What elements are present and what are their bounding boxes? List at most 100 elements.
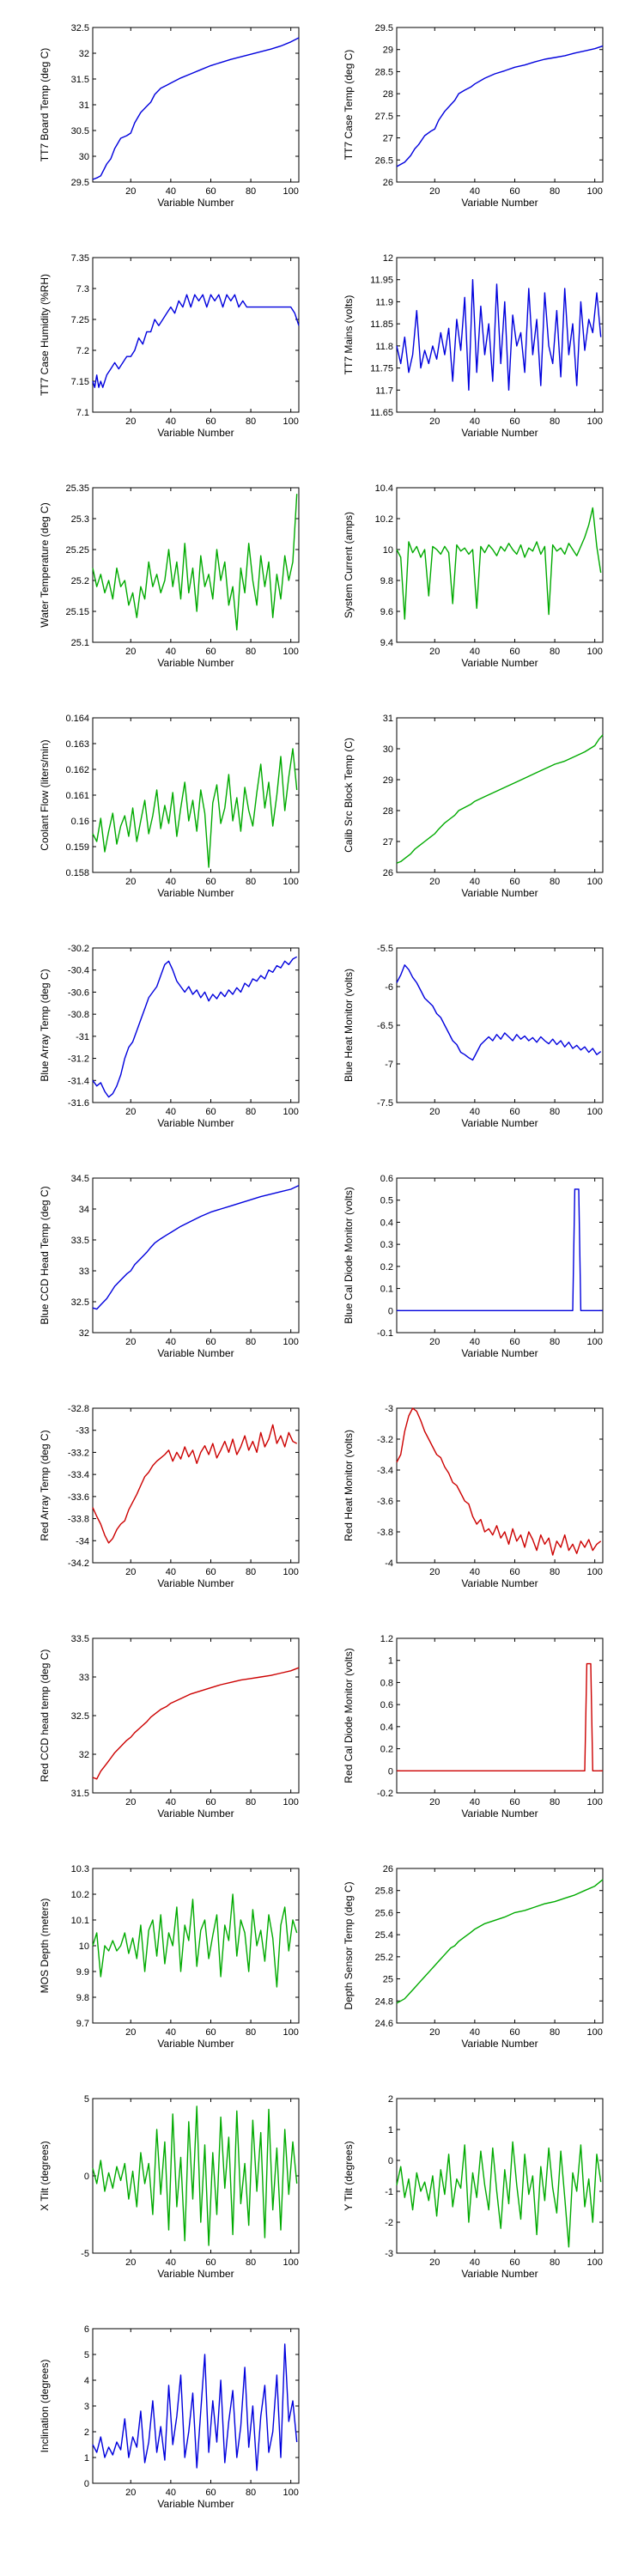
x-tick-label: 40: [166, 1337, 176, 1347]
y-tick-label: 25.8: [375, 1886, 393, 1897]
chart-panel: 20 40 60 80 100 0.158 0.159 0.16 0.161 0.162 0.163…: [39, 714, 300, 899]
y-tick-label: -2: [385, 2218, 393, 2228]
y-tick-label: 25.2: [375, 1953, 393, 1963]
plot-frame: [92, 257, 300, 413]
x-tick-label: 80: [246, 877, 256, 887]
y-tick-label: 29.5: [71, 178, 89, 188]
y-axis-label: Inclination (degrees): [39, 2360, 51, 2453]
y-tick-label: 11.85: [370, 319, 393, 330]
y-tick-label: 9.7: [76, 2019, 89, 2029]
x-tick-label: 40: [166, 2027, 176, 2038]
y-tick-label: 25.2: [71, 576, 89, 586]
x-tick-label: 40: [166, 1107, 176, 1117]
x-tick-label: 80: [246, 647, 256, 657]
x-tick-label: 100: [586, 647, 602, 657]
y-tick-label: -6: [385, 982, 393, 993]
x-tick-label: 40: [166, 416, 176, 427]
series-line: [92, 1667, 300, 1780]
x-tick-label: 20: [125, 2027, 136, 2038]
y-tick-label: -33.8: [68, 1515, 89, 1525]
plot-frame: [396, 487, 604, 643]
y-tick-label: -3: [385, 1404, 393, 1414]
x-tick-label: 60: [205, 2257, 216, 2268]
y-tick-label: 32: [79, 49, 89, 59]
x-tick-label: 100: [283, 877, 298, 887]
y-tick-label: 34: [79, 1205, 89, 1215]
y-tick-label: 0.3: [380, 1240, 393, 1250]
chart-panel: 20 40 60 80 100 32 32.5 33 33.5 34 34.5 Variable Nu…: [39, 1174, 300, 1359]
y-tick-label: 7.15: [71, 377, 89, 387]
y-axis-label: Y Tilt (degrees): [343, 2141, 355, 2210]
plot-frame: [92, 1407, 300, 1564]
y-tick-label: 27: [383, 837, 393, 848]
y-tick-label: 31.5: [71, 75, 89, 85]
y-tick-label: -5.5: [377, 944, 393, 954]
series-line: [92, 294, 300, 388]
chart-panel: 20 40 60 80 100 7.1 7.15 7.2 7.25 7.3 7.35 Variable…: [39, 253, 300, 439]
y-tick-label: 0.4: [380, 1722, 393, 1733]
plot-frame: [92, 717, 300, 873]
y-tick-label: -30.8: [68, 1010, 89, 1020]
y-tick-label: 32.5: [71, 23, 89, 33]
y-tick-label: -3.4: [377, 1466, 393, 1476]
x-tick-label: 60: [205, 1107, 216, 1117]
y-axis-label: MOS Depth (meters): [39, 1899, 51, 1994]
x-tick-label: 60: [205, 2027, 216, 2038]
y-tick-label: 32.5: [71, 1711, 89, 1722]
plot-frame: [92, 1637, 300, 1794]
y-tick-label: 7.2: [76, 346, 89, 356]
y-tick-label: 0.159: [65, 842, 89, 853]
plot-frame: [396, 1407, 604, 1564]
x-axis-label: Variable Number: [461, 2038, 538, 2050]
y-axis-label: Water Temperature (deg C): [39, 502, 51, 627]
y-tick-label: -3.8: [377, 1528, 393, 1538]
chart-panel: 20 40 60 80 100 11.65 11.7 11.75 11.8 11.85 11.9 11…: [343, 253, 604, 439]
y-tick-label: 26: [383, 1864, 393, 1874]
y-tick-label: 32.5: [71, 1297, 89, 1308]
y-tick-label: 0.2: [380, 1262, 393, 1273]
y-axis-label: TT7 Mains (volts): [343, 295, 355, 375]
plot-frame: [396, 1177, 604, 1334]
x-tick-label: 80: [246, 186, 256, 197]
chart-panel: 20 40 60 80 100 25.1 25.15 25.2 25.25 25.3 25.35 Va…: [39, 483, 300, 669]
y-tick-label: 0: [388, 1306, 393, 1316]
chart-panel: 20 40 60 80 100 29.5 30 30.5 31 31.5 32 32.5 Variabl…: [39, 23, 300, 209]
y-tick-label: 0.6: [380, 1700, 393, 1710]
series-line: [396, 507, 602, 620]
y-tick-label: 29: [383, 775, 393, 786]
y-tick-label: -31.2: [68, 1054, 89, 1065]
y-tick-label: 0.163: [65, 739, 89, 750]
x-tick-label: 100: [586, 2027, 602, 2038]
y-tick-label: 7.35: [71, 253, 89, 264]
x-tick-label: 100: [586, 186, 602, 197]
plot-frame: [396, 717, 604, 873]
x-tick-label: 100: [586, 2257, 602, 2268]
x-tick-label: 100: [586, 1337, 602, 1347]
x-tick-label: 40: [470, 416, 480, 427]
chart-panel: 20 40 60 80 100 -34.2 -34 -33.8 -33.6 -33.4 -33.2 -…: [39, 1404, 300, 1589]
y-axis-label: Depth Sensor Temp (deg C): [343, 1881, 355, 2009]
series-line: [397, 1188, 603, 1312]
y-tick-label: 27: [383, 134, 393, 144]
y-tick-label: -4: [385, 1558, 393, 1569]
x-tick-label: 20: [125, 647, 136, 657]
y-tick-label: 11.7: [375, 386, 393, 396]
series-line: [396, 734, 604, 864]
y-tick-label: 9.8: [380, 576, 393, 586]
y-tick-label: 0: [388, 2156, 393, 2166]
x-tick-label: 60: [205, 877, 216, 887]
x-tick-label: 100: [586, 1797, 602, 1807]
y-tick-label: 33.5: [71, 1634, 89, 1644]
x-tick-label: 100: [283, 2488, 298, 2498]
y-axis-label: TT7 Case Humidity (%RH): [39, 274, 51, 396]
y-tick-label: 11.65: [370, 408, 393, 418]
x-tick-label: 80: [246, 1797, 256, 1807]
x-tick-label: 40: [166, 647, 176, 657]
y-tick-label: -3.6: [377, 1497, 393, 1507]
y-tick-label: 33.5: [71, 1236, 89, 1246]
chart-panel: 20 40 60 80 100 9.4 9.6 9.8 10 10.2 10.4 Variable N…: [343, 483, 604, 669]
y-tick-label: -34: [76, 1536, 89, 1546]
x-axis-label: Variable Number: [461, 2268, 538, 2280]
y-tick-label: 10.2: [375, 514, 393, 525]
x-tick-label: 60: [205, 186, 216, 197]
